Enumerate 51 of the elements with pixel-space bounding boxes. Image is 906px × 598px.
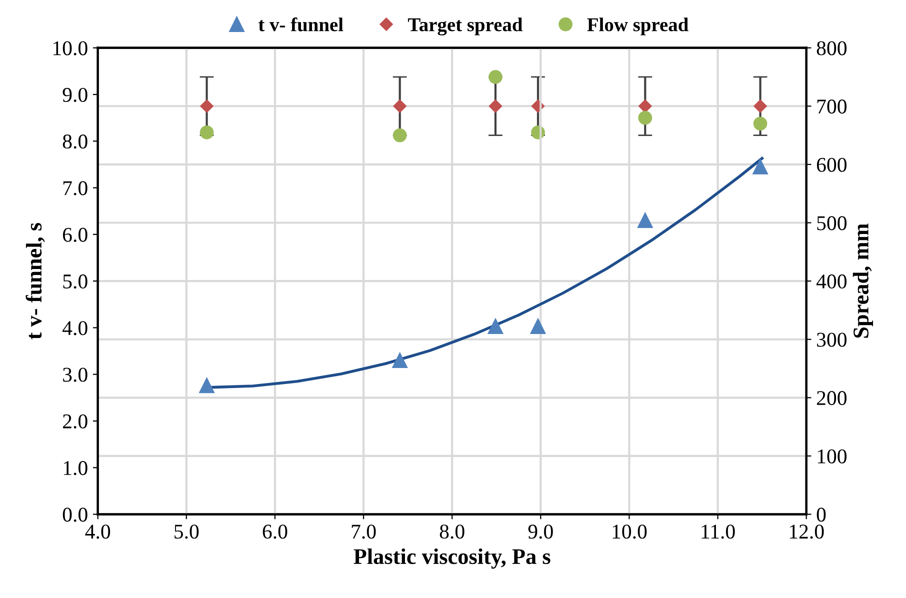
y2-tick-label: 700 <box>817 100 847 114</box>
point <box>392 128 407 142</box>
x-axis-title: Plastic viscosity, Pa s <box>354 548 550 569</box>
legend-label: Flow spread <box>587 18 688 36</box>
point <box>488 100 502 113</box>
y-tick-label: 7.0 <box>63 181 88 196</box>
point <box>530 318 546 334</box>
point <box>752 159 768 174</box>
x-tick-label: 11.0 <box>702 524 735 539</box>
point <box>753 116 768 131</box>
y-tick-label: 8.0 <box>62 134 88 149</box>
y-tick-label: 9.0 <box>62 88 88 102</box>
y2-axis-title: Spread, mm <box>852 224 874 338</box>
y-axis-title: t v- funnel, s <box>26 222 45 340</box>
y2-tick-label: 200 <box>816 391 847 406</box>
x-tick-label: 8.0 <box>440 524 464 539</box>
y2-tick-label: 400 <box>816 274 847 288</box>
y-tick-label: 2.0 <box>63 414 88 429</box>
point <box>199 378 214 394</box>
y2-tick-label: 300 <box>817 332 847 347</box>
x-tick-label: 12.0 <box>790 524 824 539</box>
point <box>488 318 504 334</box>
y-tick-label: 3.0 <box>63 368 88 382</box>
y-tick-label: 1.0 <box>64 461 88 476</box>
y-tick-label: 6.0 <box>62 228 88 242</box>
point <box>393 100 406 113</box>
point <box>638 100 652 113</box>
x-tick-label: 6.0 <box>262 524 288 539</box>
x-tick-label: 7.0 <box>352 524 376 539</box>
point <box>200 100 214 113</box>
y-tick-label: 5.0 <box>63 274 88 289</box>
point <box>754 100 767 113</box>
y2-tick-label: 0 <box>816 508 826 522</box>
y-tick-label: 0.0 <box>62 508 88 522</box>
y-tick-label: 10.0 <box>54 41 88 56</box>
legend-label: Target spread <box>408 18 523 36</box>
y2-tick-label: 100 <box>818 449 847 464</box>
point <box>200 125 214 140</box>
x-tick-label: 4.0 <box>85 524 110 539</box>
point <box>638 110 652 125</box>
point <box>488 70 502 84</box>
point <box>392 352 408 368</box>
y2-tick-label: 500 <box>817 216 847 230</box>
y-tick-label: 4.0 <box>62 321 88 336</box>
x-tick-label: 9.0 <box>528 524 553 539</box>
x-tick-label: 10.0 <box>612 524 647 539</box>
y2-tick-label: 800 <box>816 41 847 56</box>
x-tick-label: 5.0 <box>174 524 199 539</box>
point <box>638 212 653 228</box>
legend-label: t v- funnel <box>258 17 344 32</box>
y2-tick-label: 600 <box>816 158 847 172</box>
